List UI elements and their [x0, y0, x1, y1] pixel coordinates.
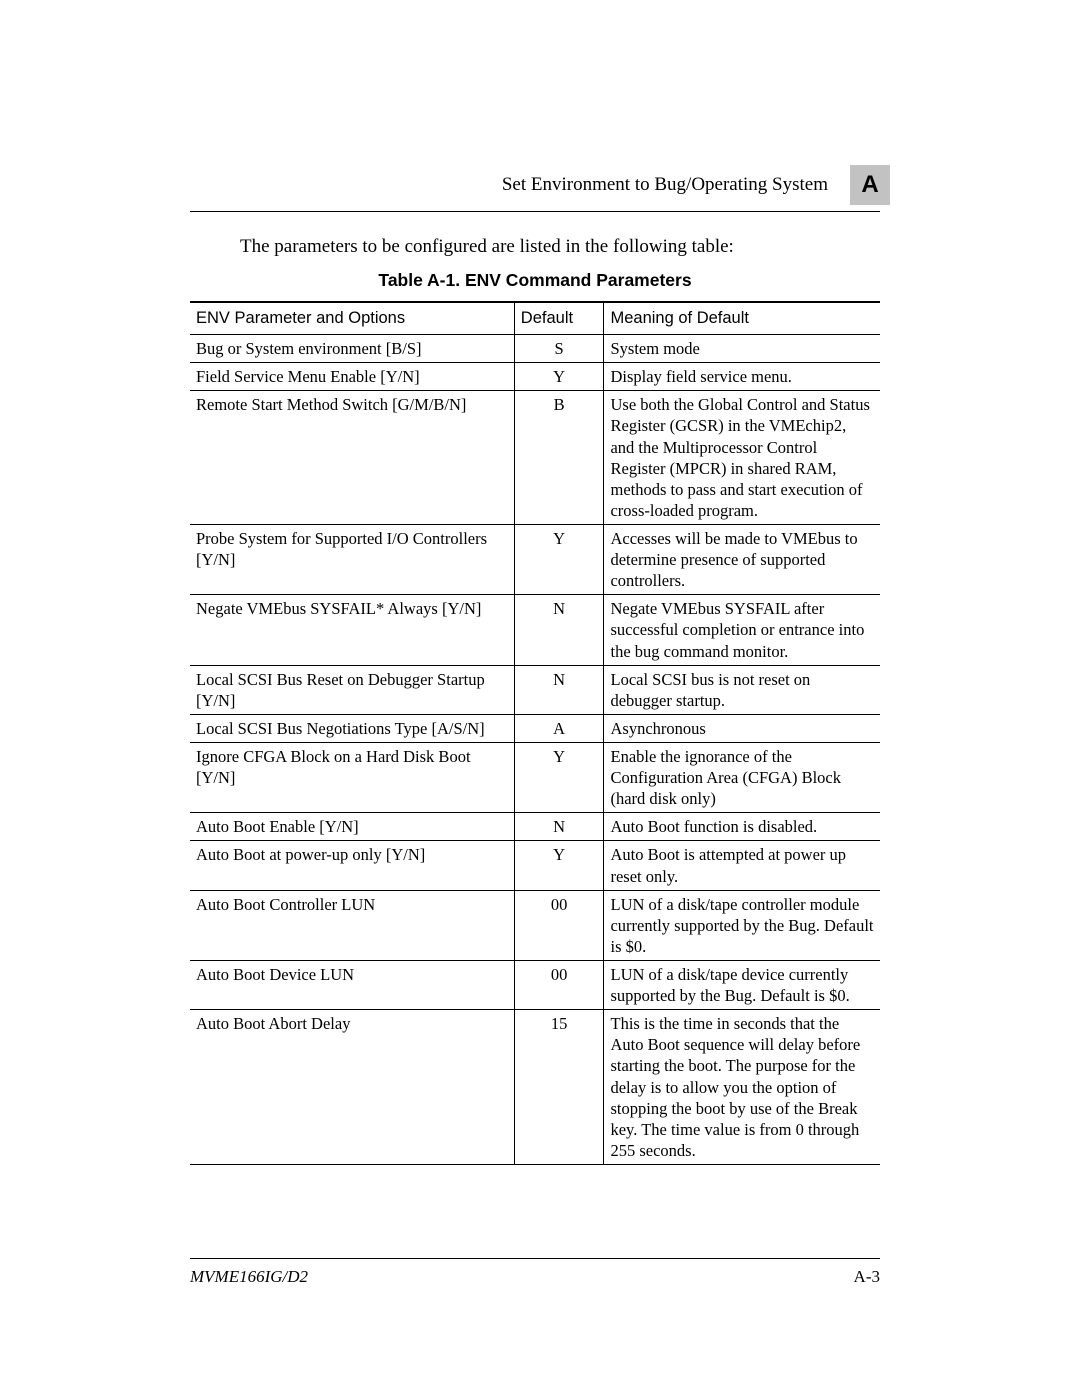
table-header-row: ENV Parameter and Options Default Meanin…: [190, 302, 880, 335]
footer-page-number: A-3: [854, 1267, 880, 1287]
table-row: Auto Boot Enable [Y/N]NAuto Boot functio…: [190, 813, 880, 841]
cell-default: 15: [514, 1010, 604, 1165]
env-parameters-table: ENV Parameter and Options Default Meanin…: [190, 301, 880, 1165]
cell-meaning: Asynchronous: [604, 714, 880, 742]
table-row: Auto Boot Abort Delay15This is the time …: [190, 1010, 880, 1165]
table-row: Ignore CFGA Block on a Hard Disk Boot [Y…: [190, 742, 880, 812]
table-row: Auto Boot Device LUN00LUN of a disk/tape…: [190, 960, 880, 1009]
cell-default: 00: [514, 960, 604, 1009]
cell-default: S: [514, 335, 604, 363]
cell-param: Auto Boot Controller LUN: [190, 890, 514, 960]
cell-meaning: Enable the ignorance of the Configuratio…: [604, 742, 880, 812]
col-header-param: ENV Parameter and Options: [190, 302, 514, 335]
appendix-tab: A: [850, 165, 890, 205]
cell-param: Negate VMEbus SYSFAIL* Always [Y/N]: [190, 595, 514, 665]
cell-meaning: System mode: [604, 335, 880, 363]
cell-param: Bug or System environment [B/S]: [190, 335, 514, 363]
cell-default: N: [514, 813, 604, 841]
footer-rule: [190, 1258, 880, 1259]
col-header-default: Default: [514, 302, 604, 335]
cell-default: N: [514, 595, 604, 665]
cell-meaning: Auto Boot function is disabled.: [604, 813, 880, 841]
page-footer: MVME166IG/D2 A-3: [190, 1258, 880, 1287]
cell-meaning: Accesses will be made to VMEbus to deter…: [604, 524, 880, 594]
col-header-meaning: Meaning of Default: [604, 302, 880, 335]
cell-meaning: LUN of a disk/tape device currently supp…: [604, 960, 880, 1009]
cell-param: Auto Boot Enable [Y/N]: [190, 813, 514, 841]
table-caption: Table A-1. ENV Command Parameters: [190, 270, 880, 291]
cell-param: Auto Boot Abort Delay: [190, 1010, 514, 1165]
cell-default: N: [514, 665, 604, 714]
table-row: Negate VMEbus SYSFAIL* Always [Y/N]NNega…: [190, 595, 880, 665]
document-page: Set Environment to Bug/Operating System …: [0, 0, 1080, 1397]
cell-param: Remote Start Method Switch [G/M/B/N]: [190, 391, 514, 525]
cell-param: Local SCSI Bus Reset on Debugger Startup…: [190, 665, 514, 714]
cell-meaning: Display field service menu.: [604, 363, 880, 391]
cell-meaning: LUN of a disk/tape controller module cur…: [604, 890, 880, 960]
cell-param: Field Service Menu Enable [Y/N]: [190, 363, 514, 391]
appendix-tab-label: A: [861, 171, 878, 199]
cell-param: Local SCSI Bus Negotiations Type [A/S/N]: [190, 714, 514, 742]
table-row: Local SCSI Bus Negotiations Type [A/S/N]…: [190, 714, 880, 742]
cell-param: Ignore CFGA Block on a Hard Disk Boot [Y…: [190, 742, 514, 812]
cell-default: B: [514, 391, 604, 525]
cell-default: Y: [514, 524, 604, 594]
cell-default: Y: [514, 742, 604, 812]
table-row: Auto Boot Controller LUN00LUN of a disk/…: [190, 890, 880, 960]
cell-param: Auto Boot Device LUN: [190, 960, 514, 1009]
cell-default: Y: [514, 841, 604, 890]
cell-meaning: This is the time in seconds that the Aut…: [604, 1010, 880, 1165]
cell-default: Y: [514, 363, 604, 391]
table-row: Local SCSI Bus Reset on Debugger Startup…: [190, 665, 880, 714]
table-row: Field Service Menu Enable [Y/N]YDisplay …: [190, 363, 880, 391]
table-row: Bug or System environment [B/S]SSystem m…: [190, 335, 880, 363]
cell-meaning: Negate VMEbus SYSFAIL after successful c…: [604, 595, 880, 665]
footer-doc-id: MVME166IG/D2: [190, 1267, 308, 1287]
cell-meaning: Auto Boot is attempted at power up reset…: [604, 841, 880, 890]
table-row: Probe System for Supported I/O Controlle…: [190, 524, 880, 594]
cell-param: Probe System for Supported I/O Controlle…: [190, 524, 514, 594]
cell-default: A: [514, 714, 604, 742]
cell-meaning: Local SCSI bus is not reset on debugger …: [604, 665, 880, 714]
cell-meaning: Use both the Global Control and Status R…: [604, 391, 880, 525]
table-row: Remote Start Method Switch [G/M/B/N]BUse…: [190, 391, 880, 525]
cell-default: 00: [514, 890, 604, 960]
table-row: Auto Boot at power-up only [Y/N]YAuto Bo…: [190, 841, 880, 890]
header-title: Set Environment to Bug/Operating System: [502, 174, 828, 196]
intro-text: The parameters to be configured are list…: [240, 236, 880, 258]
cell-param: Auto Boot at power-up only [Y/N]: [190, 841, 514, 890]
header-rule: [190, 211, 880, 212]
page-header: Set Environment to Bug/Operating System …: [190, 165, 880, 205]
